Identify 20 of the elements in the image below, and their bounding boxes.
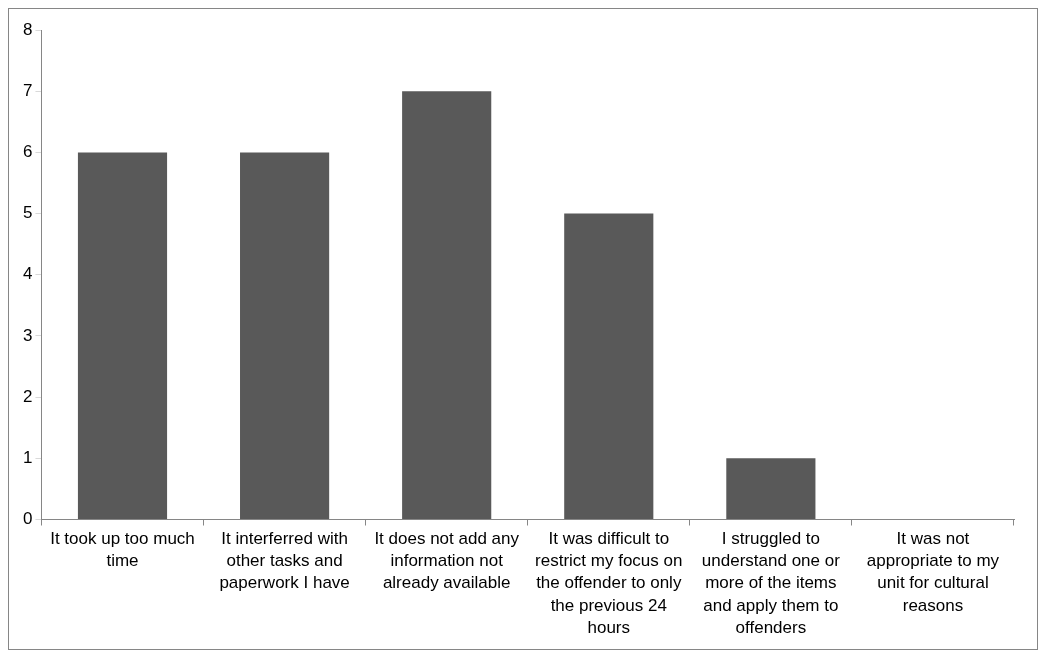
y-tick-label: 4 bbox=[22, 264, 33, 284]
y-tick-label: 5 bbox=[22, 203, 33, 223]
x-tick-label: It took up too much time bbox=[50, 529, 195, 571]
bar bbox=[77, 152, 168, 519]
x-tick-label: It was difficult to restrict my focus on the offender to only the previous 24 hours bbox=[535, 529, 683, 637]
y-tick-label: 0 bbox=[22, 509, 33, 529]
bar bbox=[564, 213, 654, 519]
y-tick-label: 7 bbox=[22, 80, 33, 100]
x-tick-label: I struggled to understand one or more of the items and apply them to offenders bbox=[701, 529, 841, 637]
x-tick-label: It interferred with other tasks and paperwork I have bbox=[219, 529, 350, 593]
y-tick-label: 8 bbox=[22, 19, 33, 39]
y-tick-label: 3 bbox=[22, 325, 33, 345]
x-tick-label: It does not add any information not already available bbox=[374, 529, 520, 593]
bar bbox=[240, 152, 330, 519]
y-tick-label: 2 bbox=[22, 386, 33, 406]
x-tick-label: It was not appropriate to my unit for cultural reasons bbox=[866, 529, 1000, 615]
bar bbox=[726, 458, 816, 519]
y-tick-label: 6 bbox=[22, 142, 33, 162]
y-tick-label: 1 bbox=[22, 448, 33, 467]
bar bbox=[402, 91, 492, 519]
